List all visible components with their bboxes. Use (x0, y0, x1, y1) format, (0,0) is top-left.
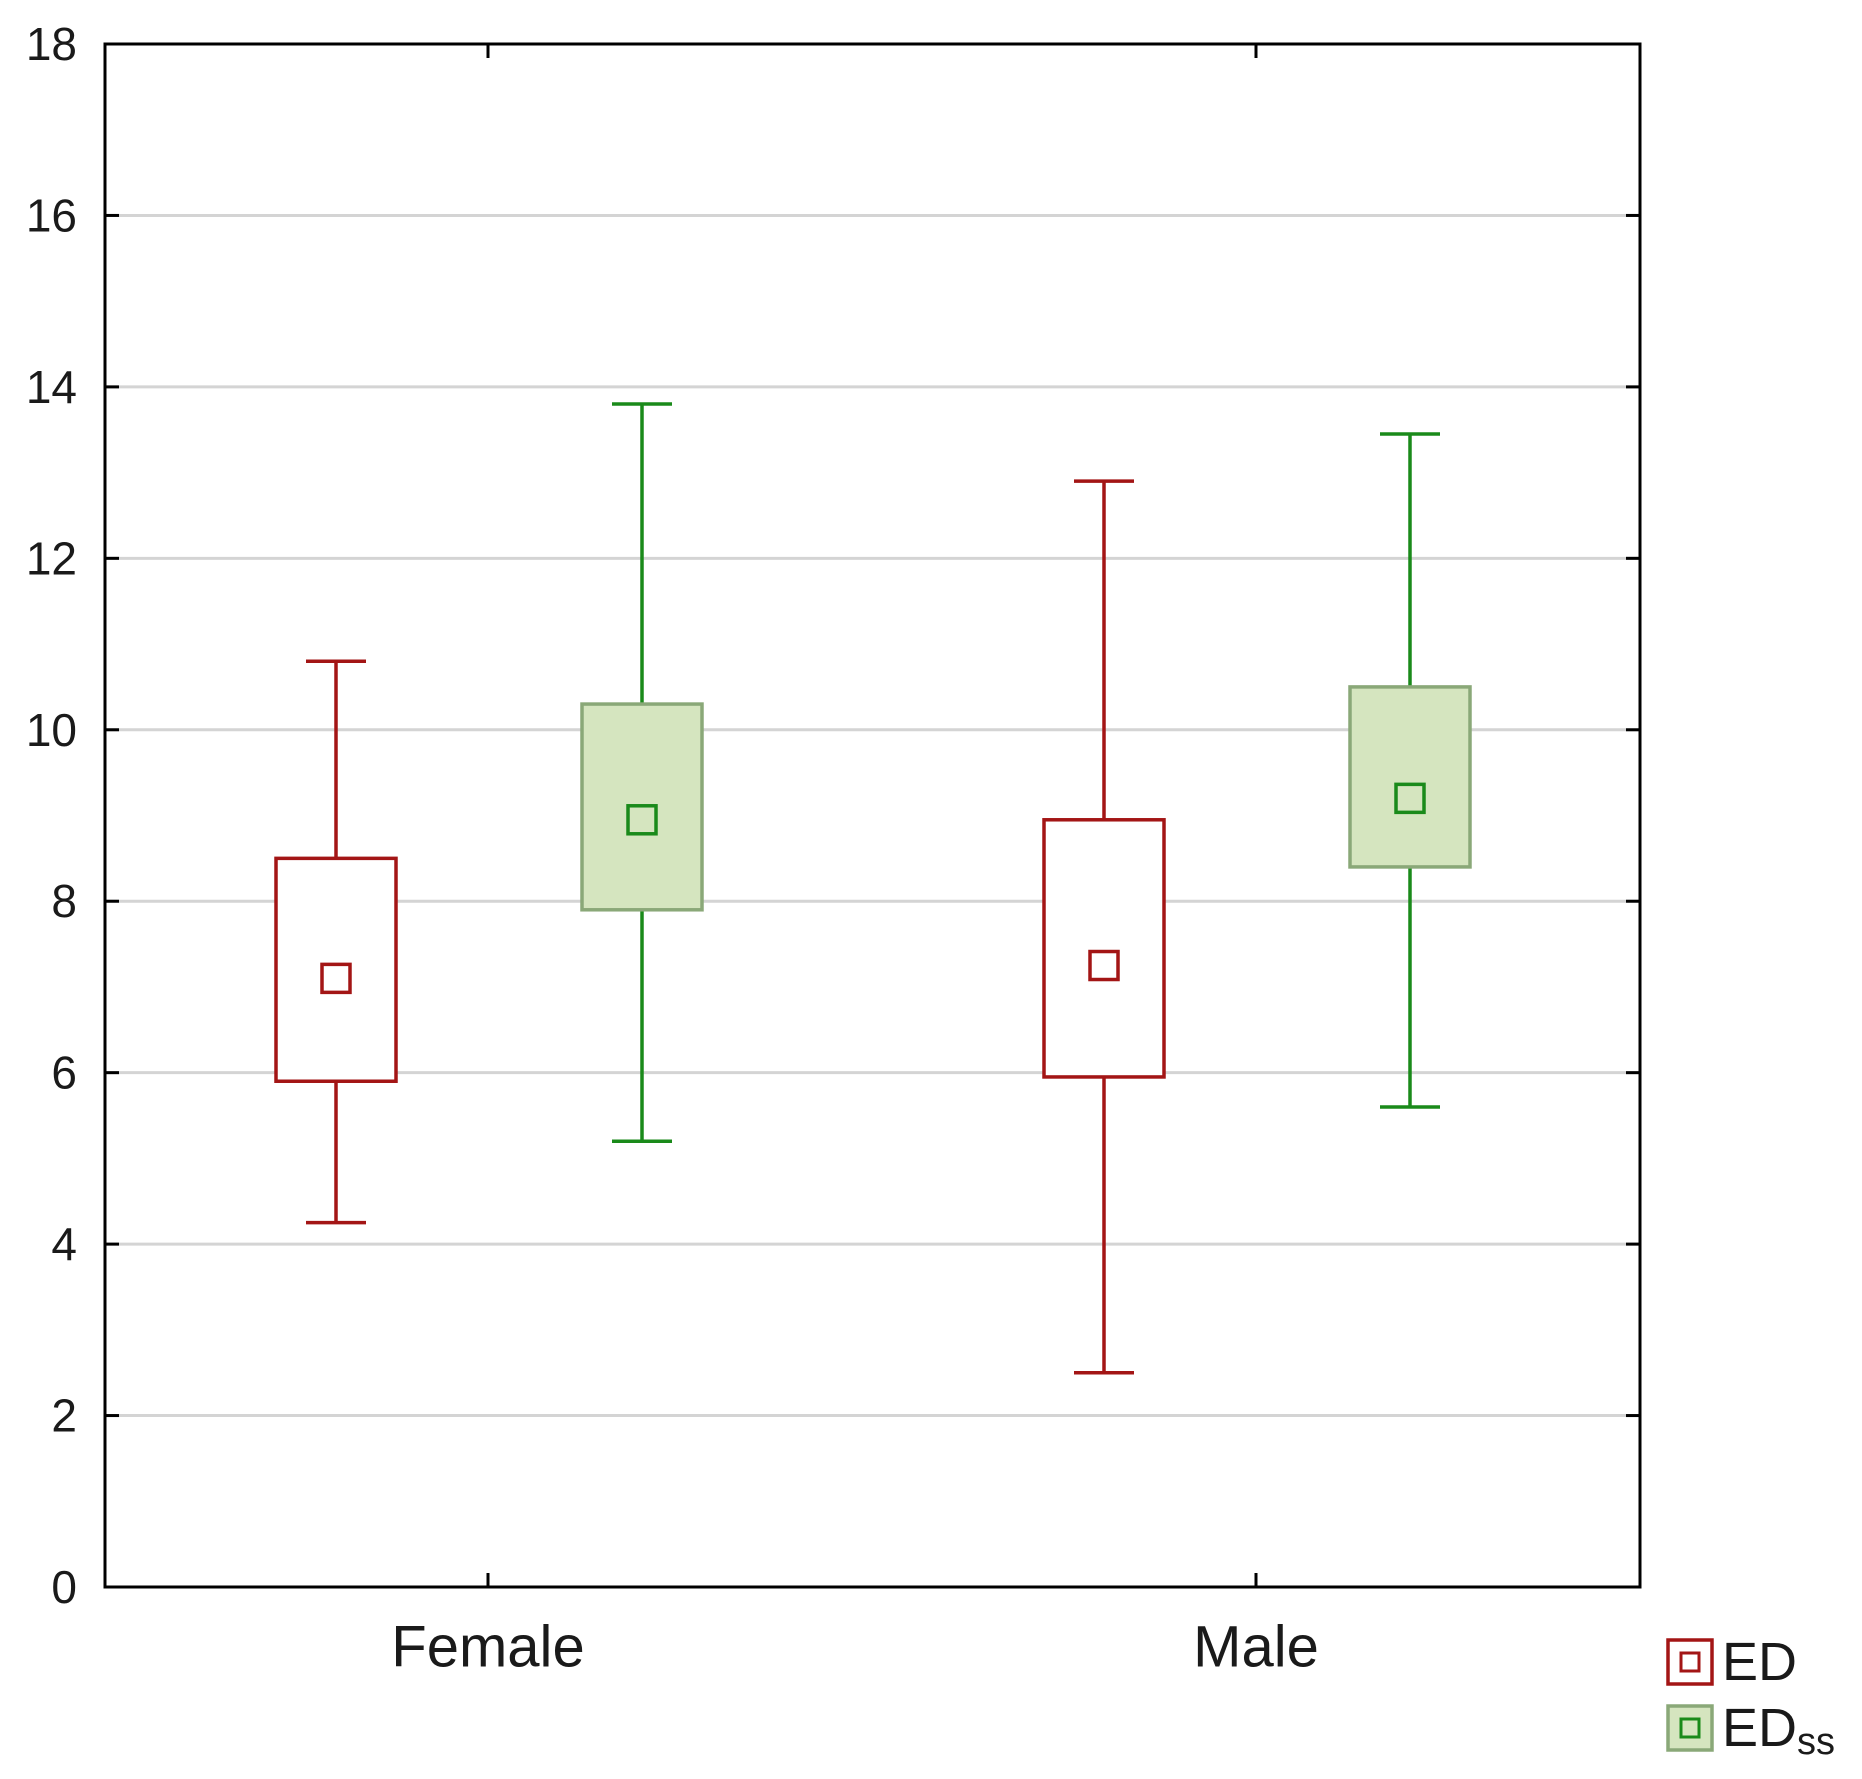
box-body (1348, 685, 1472, 869)
box-body (1042, 818, 1166, 1079)
center-marker (1088, 949, 1120, 982)
y-tick-label: 18 (26, 18, 77, 70)
axes: 0 2 4 6 8 10 12 14 16 18 Female Male (26, 18, 1640, 1680)
y-tick-label: 0 (51, 1561, 77, 1613)
y-tick-label: 16 (26, 189, 77, 241)
legend-label-main: ED (1722, 1698, 1797, 1758)
plot-frame (103, 42, 1642, 1589)
center-marker (626, 804, 658, 836)
y-tick-label: 4 (51, 1218, 77, 1270)
y-tick-label: 10 (26, 704, 77, 756)
y-tick-label: 6 (51, 1047, 77, 1099)
legend-label-main: ED (1722, 1632, 1797, 1692)
y-tick-label: 12 (26, 532, 77, 584)
y-tick-label: 14 (26, 361, 77, 413)
box-ed-male (1042, 479, 1166, 1375)
boxes (274, 402, 1472, 1375)
legend-item-edss: EDss (1666, 1698, 1835, 1763)
y-tick-label: 2 (51, 1390, 77, 1442)
center-marker (320, 962, 352, 995)
box-edss-male (1348, 432, 1472, 1109)
legend-item-ed: ED (1666, 1632, 1797, 1692)
plot-area-border (103, 42, 1642, 1589)
x-category-label: Female (391, 1615, 584, 1680)
legend-swatch-marker (1679, 1717, 1701, 1739)
center-marker (1394, 782, 1426, 815)
legend-swatch-marker (1679, 1651, 1701, 1673)
legend-label: ED (1722, 1632, 1797, 1692)
x-category-label: Male (1193, 1615, 1319, 1680)
legend-label-subscript: ss (1797, 1721, 1835, 1763)
y-tick-label: 8 (51, 875, 77, 927)
box-edss-female (580, 402, 704, 1143)
legend-label: EDss (1722, 1698, 1835, 1763)
legend-swatch (1666, 1638, 1714, 1686)
box-ed-female (274, 659, 398, 1225)
